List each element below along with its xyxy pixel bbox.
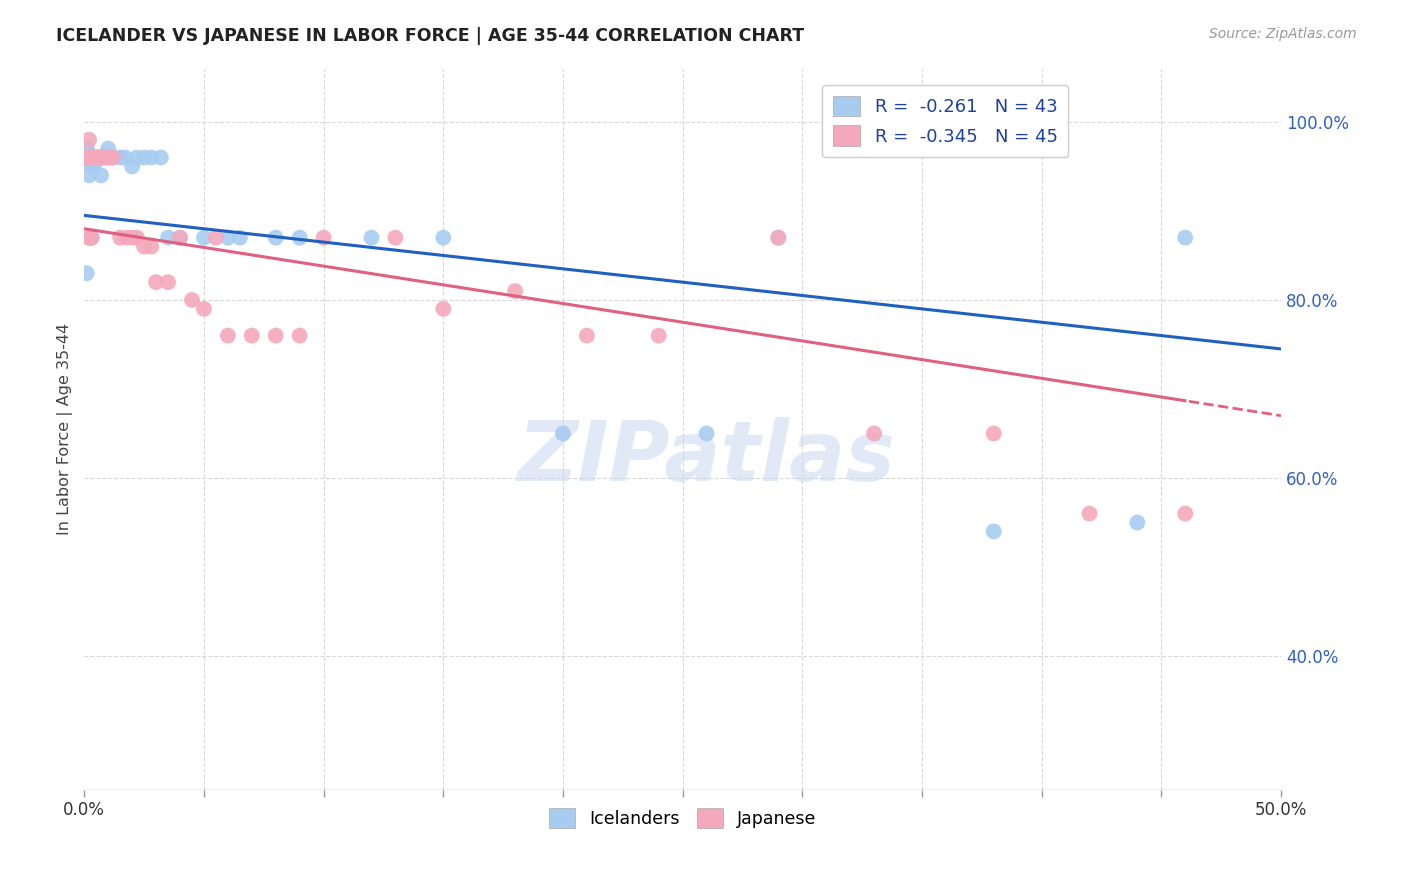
Point xyxy=(83,160,105,174)
Point xyxy=(157,230,180,244)
Point xyxy=(77,169,100,183)
Point xyxy=(503,284,526,298)
Point xyxy=(1126,516,1149,530)
Point xyxy=(229,230,252,244)
Point xyxy=(432,301,454,316)
Point xyxy=(101,151,124,165)
Point xyxy=(264,230,287,244)
Text: ZIPatlas: ZIPatlas xyxy=(517,417,896,499)
Point xyxy=(217,230,239,244)
Point xyxy=(169,230,191,244)
Point xyxy=(384,230,406,244)
Point xyxy=(264,328,287,343)
Point xyxy=(80,151,103,165)
Point xyxy=(94,151,117,165)
Point xyxy=(288,328,311,343)
Point xyxy=(80,160,103,174)
Point xyxy=(141,239,163,253)
Point xyxy=(217,328,239,343)
Point xyxy=(121,160,143,174)
Point xyxy=(97,151,120,165)
Point xyxy=(76,266,98,280)
Point xyxy=(84,151,107,165)
Point xyxy=(1174,507,1197,521)
Point xyxy=(114,151,136,165)
Point xyxy=(647,328,669,343)
Point xyxy=(77,230,100,244)
Point xyxy=(80,151,103,165)
Point xyxy=(768,230,790,244)
Point xyxy=(76,151,98,165)
Point xyxy=(240,328,263,343)
Point xyxy=(181,293,204,307)
Point xyxy=(108,230,131,244)
Point xyxy=(145,275,167,289)
Point xyxy=(983,426,1005,441)
Point xyxy=(76,142,98,156)
Point xyxy=(134,151,156,165)
Point xyxy=(101,151,124,165)
Point xyxy=(983,524,1005,539)
Point xyxy=(83,151,105,165)
Point xyxy=(108,151,131,165)
Point xyxy=(312,230,335,244)
Point xyxy=(84,151,107,165)
Point xyxy=(134,239,156,253)
Point xyxy=(149,151,172,165)
Point xyxy=(768,230,790,244)
Point xyxy=(169,230,191,244)
Y-axis label: In Labor Force | Age 35-44: In Labor Force | Age 35-44 xyxy=(58,323,73,535)
Point xyxy=(193,230,215,244)
Point xyxy=(125,230,148,244)
Point xyxy=(551,426,574,441)
Point xyxy=(83,151,105,165)
Point xyxy=(76,142,98,156)
Point xyxy=(125,151,148,165)
Point xyxy=(80,230,103,244)
Point xyxy=(432,230,454,244)
Point xyxy=(141,151,163,165)
Point xyxy=(97,142,120,156)
Point xyxy=(696,426,718,441)
Point xyxy=(80,230,103,244)
Point xyxy=(193,301,215,316)
Point xyxy=(90,151,112,165)
Point xyxy=(157,275,180,289)
Point xyxy=(575,328,598,343)
Point xyxy=(76,151,98,165)
Point xyxy=(360,230,382,244)
Point xyxy=(87,151,110,165)
Legend: Icelanders, Japanese: Icelanders, Japanese xyxy=(543,801,823,835)
Point xyxy=(76,151,98,165)
Point xyxy=(121,230,143,244)
Point xyxy=(84,151,107,165)
Point xyxy=(117,230,139,244)
Point xyxy=(87,151,110,165)
Point xyxy=(80,230,103,244)
Text: Source: ZipAtlas.com: Source: ZipAtlas.com xyxy=(1209,27,1357,41)
Point xyxy=(1174,230,1197,244)
Point xyxy=(77,151,100,165)
Point xyxy=(87,151,110,165)
Point xyxy=(77,133,100,147)
Text: ICELANDER VS JAPANESE IN LABOR FORCE | AGE 35-44 CORRELATION CHART: ICELANDER VS JAPANESE IN LABOR FORCE | A… xyxy=(56,27,804,45)
Point xyxy=(863,426,886,441)
Point xyxy=(77,151,100,165)
Point xyxy=(90,151,112,165)
Point xyxy=(76,151,98,165)
Point xyxy=(205,230,228,244)
Point xyxy=(288,230,311,244)
Point xyxy=(77,230,100,244)
Point xyxy=(1078,507,1101,521)
Point xyxy=(83,151,105,165)
Point xyxy=(93,151,115,165)
Point xyxy=(90,169,112,183)
Point xyxy=(93,151,115,165)
